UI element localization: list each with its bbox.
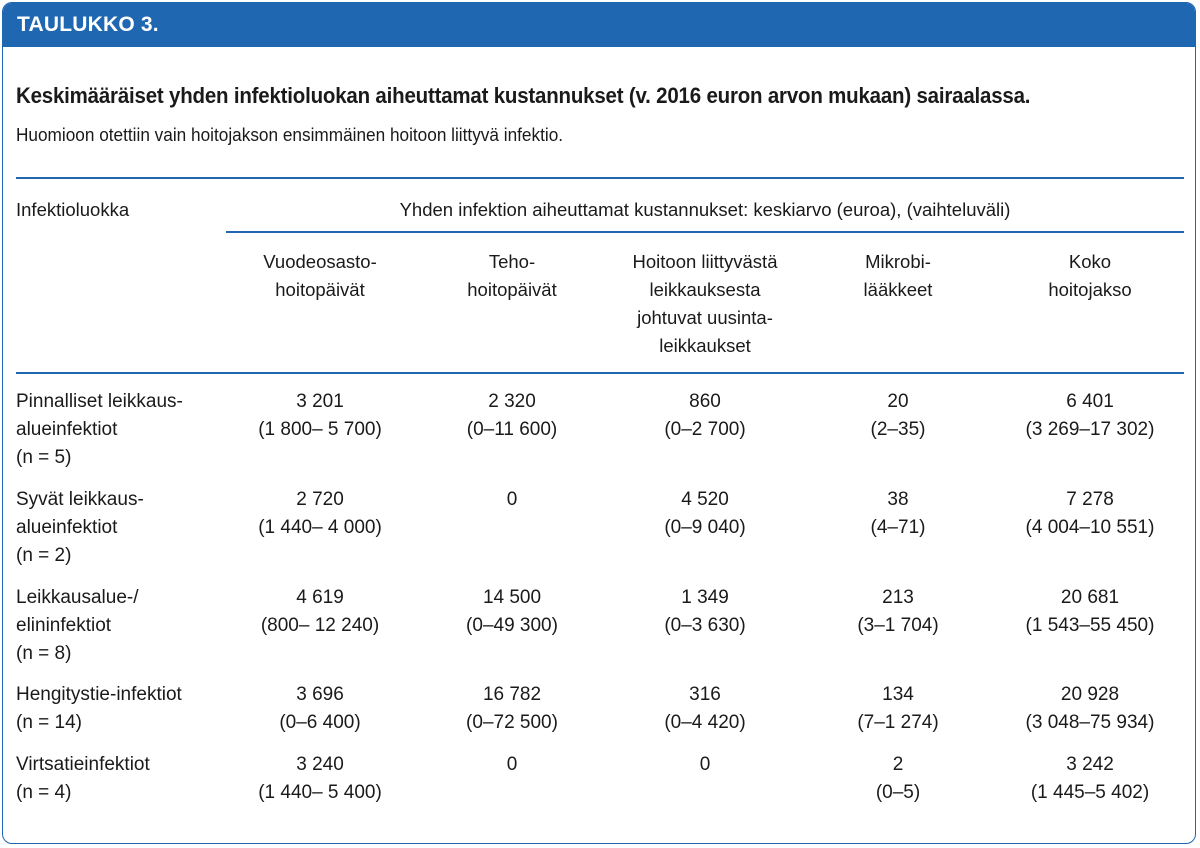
row-header: Infektioluokka bbox=[16, 199, 130, 220]
table-cell: 3 240 (1 440– 5 400) bbox=[258, 754, 382, 803]
column-header: Koko hoitojakso bbox=[1048, 251, 1132, 300]
table-cell: 316 (0–4 420) bbox=[664, 684, 746, 733]
table-cell: 3 201 (1 800– 5 700) bbox=[258, 391, 382, 440]
table-cell: 4 619 (800– 12 240) bbox=[260, 587, 380, 636]
column-header: Teho-hoitopäivät bbox=[467, 251, 557, 300]
table-cell: 0 bbox=[699, 754, 711, 775]
row-label: Syvät leikkaus-alueinfektiot (n = 2) bbox=[16, 489, 144, 566]
column-header-rule bbox=[16, 372, 1184, 374]
table-cell: 3 696 (0–6 400) bbox=[279, 684, 361, 733]
table-cell: 20 681 (1 543–55 450) bbox=[1025, 587, 1155, 636]
row-label: Pinnalliset leikkaus-alueinfektiot (n = 5… bbox=[16, 391, 183, 468]
table-cell: 0 bbox=[506, 489, 518, 510]
table-cell: 38 (4–71) bbox=[870, 489, 926, 538]
table-cell: 2 720 (1 440– 4 000) bbox=[258, 489, 382, 538]
table-cell: 3 242 (1 445–5 402) bbox=[1030, 754, 1150, 803]
table-cell: 16 782 (0–72 500) bbox=[466, 684, 558, 733]
column-header: Vuodeosasto-hoitopäivät bbox=[263, 251, 377, 300]
table-cell: 134 (7–1 274) bbox=[857, 684, 939, 733]
table-cell: 20 928 (3 048–75 934) bbox=[1025, 684, 1155, 733]
column-header: Mikrobi-lääkkeet bbox=[863, 251, 933, 300]
table-cell: 6 401 (3 269–17 302) bbox=[1025, 391, 1155, 440]
table-cell: 213 (3–1 704) bbox=[857, 587, 939, 636]
row-label: Leikkausalue-/elininfektiot (n = 8) bbox=[16, 587, 139, 664]
table-cell: 2 320 (0–11 600) bbox=[466, 391, 558, 440]
table-cell: 2 (0–5) bbox=[875, 754, 921, 803]
row-label: Hengitystie-infektiot (n = 14) bbox=[16, 684, 182, 733]
table-banner: TAULUKKO 3. bbox=[3, 3, 1195, 47]
table-cell: 7 278 (4 004–10 551) bbox=[1025, 489, 1155, 538]
table-cell: 20 (2–35) bbox=[870, 391, 926, 440]
group-header-rule bbox=[226, 231, 1184, 233]
table-cell: 14 500 (0–49 300) bbox=[466, 587, 558, 636]
table-cell: 1 349 (0–3 630) bbox=[664, 587, 746, 636]
table-cell: 860 (0–2 700) bbox=[664, 391, 746, 440]
table-cell: 0 bbox=[506, 754, 518, 775]
group-header: Yhden infektion aiheuttamat kustannukset… bbox=[399, 199, 1011, 220]
table-title: Keskimääräiset yhden infektioluokan aihe… bbox=[16, 83, 1031, 108]
row-label: Virtsatieinfektiot (n = 4) bbox=[16, 754, 150, 803]
table-subtitle: Huomioon otettiin vain hoitojakson ensim… bbox=[16, 124, 564, 145]
column-header: Hoitoon liittyvästä leikkauksesta johtuvat… bbox=[632, 251, 778, 356]
table-cell: 4 520 (0–9 040) bbox=[664, 489, 746, 538]
table-top-rule bbox=[16, 177, 1184, 179]
